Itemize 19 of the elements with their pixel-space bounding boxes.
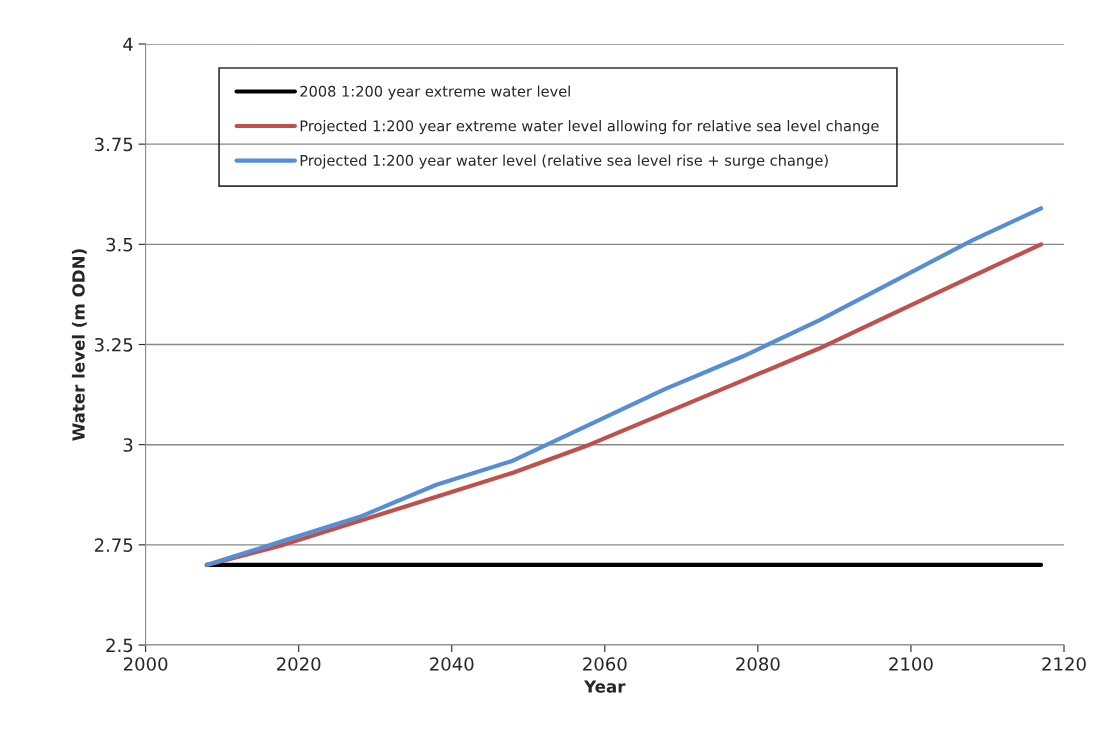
- y-tick-label: 2.5: [106, 638, 133, 653]
- x-axis-title: Year: [583, 680, 626, 693]
- x-tick-label: 2080: [736, 657, 780, 671]
- y-axis-title: Water level (m ODN): [71, 249, 87, 441]
- legend-label: 2008 1:200 year extreme water level: [300, 85, 570, 100]
- x-tick-label: 2040: [430, 657, 474, 671]
- legend-label: Projected 1:200 year extreme water level allowing for relative sea level change: [300, 120, 879, 135]
- y-tick-label: 3.5: [106, 237, 133, 252]
- y-tick-label: 3: [123, 438, 133, 452]
- y-tick-label: 4: [123, 37, 133, 51]
- x-tick-label: 2060: [583, 657, 627, 671]
- x-tick-label: 2020: [277, 657, 321, 671]
- x-tick-label: 2120: [1042, 657, 1086, 671]
- x-tick-label: 2100: [889, 657, 933, 671]
- y-tick-label: 3.75: [94, 137, 133, 152]
- legend-label: Projected 1:200 year water level (relative sea level rise + surge change): [300, 154, 828, 169]
- y-tick-label: 3.25: [94, 337, 133, 352]
- x-tick-label: 2000: [123, 657, 168, 671]
- y-tick-label: 2.75: [94, 538, 133, 552]
